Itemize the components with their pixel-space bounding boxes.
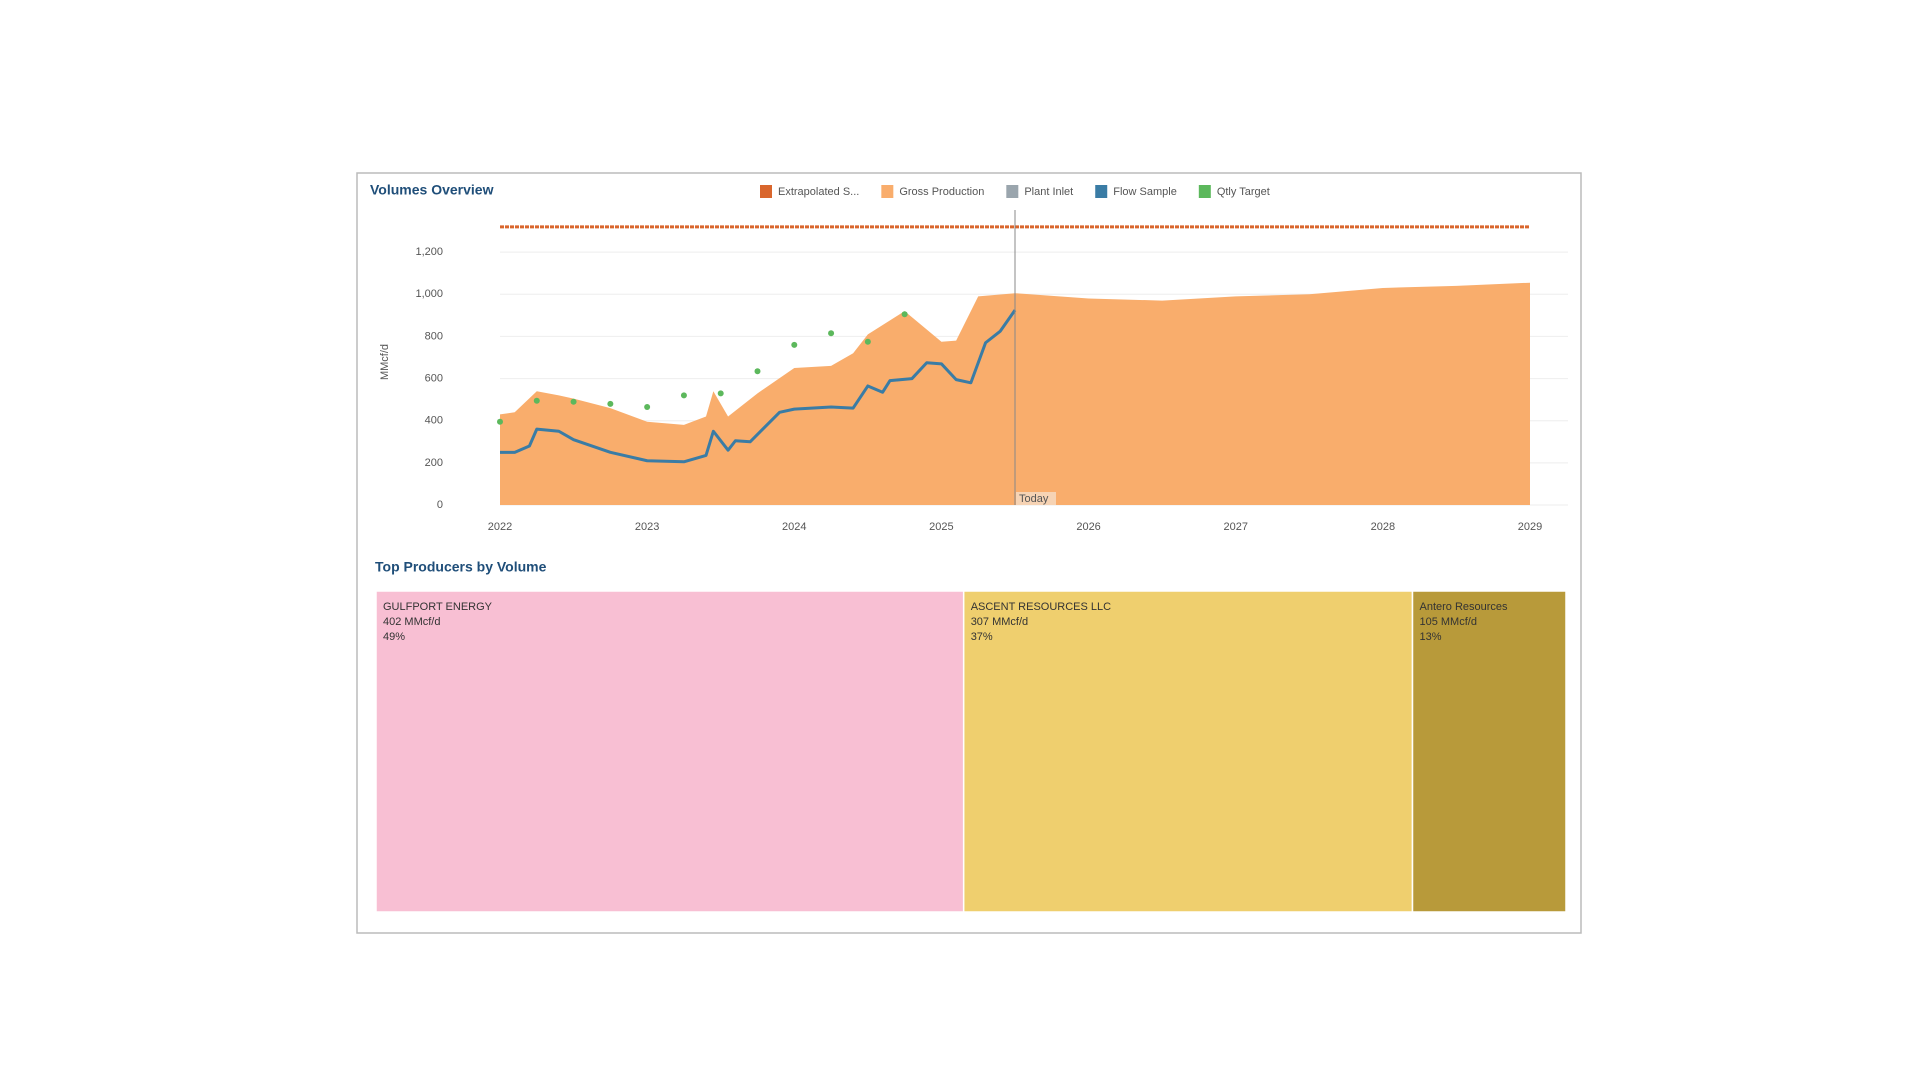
y-tick-label: 400 [425,415,443,427]
x-tick-label: 2022 [488,521,512,533]
target-dot [680,392,687,399]
x-tick-label: 2029 [1518,521,1542,533]
target-dot [901,311,908,318]
y-axis-label: MMcf/d [379,344,391,380]
today-label: Today [1019,493,1049,505]
treemap-title: Top Producers by Volume [375,559,547,575]
target-dot [570,398,577,405]
target-dot [828,330,835,337]
y-tick-label: 600 [425,372,443,384]
cell-share: 49% [383,631,405,643]
cell-value: 402 MMcf/d [383,616,440,628]
chart-title: Volumes Overview [370,182,494,198]
y-tick-label: 1,000 [415,288,443,300]
target-dot [864,338,871,345]
cell-share: 13% [1419,631,1441,643]
y-tick-label: 0 [437,499,443,511]
x-tick-label: 2026 [1076,521,1100,533]
line [500,309,1017,464]
legend-swatch [1006,185,1019,198]
target-dot [644,404,651,411]
target-dot [497,418,503,425]
x-tick-label: 2025 [929,521,953,533]
legend-swatch [1095,185,1108,198]
x-tick-label: 2028 [1371,521,1395,533]
legend-label: Plant Inlet [1024,186,1073,198]
target-dot [754,368,761,375]
treemap-cell [1411,590,1567,913]
x-tick-label: 2027 [1223,521,1247,533]
y-tick-label: 1,200 [415,246,443,258]
legend-label: Extrapolated S... [778,186,859,198]
target-dot [791,341,798,348]
cell-value: 307 MMcf/d [971,616,1028,628]
legend-label: Gross Production [899,186,984,198]
legend-label: Qtly Target [1217,186,1270,198]
cell-name: ASCENT RESOURCES LLC [971,601,1111,613]
target-dot [607,400,614,407]
y-tick-label: 200 [425,457,443,469]
y-tick-label: 800 [425,330,443,342]
target-dot [717,390,724,397]
legend-label: Flow Sample [1113,186,1177,198]
legend-swatch [881,185,894,198]
target-dot [533,397,540,404]
legend-swatch [760,185,772,198]
legend-swatch [1198,185,1211,198]
treemap-cell [962,590,1414,913]
cell-value: 105 MMcf/d [1419,616,1476,628]
cell-name: Antero Resources [1419,601,1508,613]
treemap-cell [375,590,965,913]
x-tick-label: 2024 [782,521,806,533]
x-tick-label: 2023 [635,521,659,533]
today-box [1016,492,1056,505]
cell-name: GULFPORT ENERGY [383,601,493,613]
cell-share: 37% [971,631,993,643]
